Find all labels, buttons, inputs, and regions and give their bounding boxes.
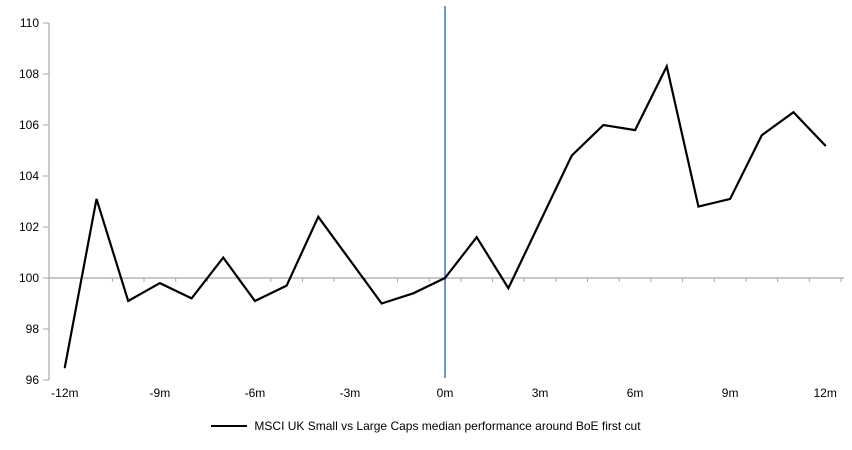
x-tick-label: 3m bbox=[532, 386, 549, 400]
data-line bbox=[63, 63, 827, 369]
y-tick-label: 104 bbox=[19, 169, 39, 183]
x-tick-label: 0m bbox=[437, 386, 454, 400]
legend: MSCI UK Small vs Large Caps median perfo… bbox=[0, 414, 852, 438]
x-tick-label: 9m bbox=[722, 386, 739, 400]
x-tick-label: 12m bbox=[813, 386, 836, 400]
y-tick-label: 102 bbox=[19, 220, 39, 234]
y-tick-label: 110 bbox=[20, 16, 39, 30]
x-tick-label: -6m bbox=[245, 386, 266, 400]
x-tick-label: -9m bbox=[150, 386, 171, 400]
x-tick-label: 6m bbox=[627, 386, 644, 400]
y-tick-label: 98 bbox=[26, 322, 40, 336]
legend-line-swatch bbox=[211, 425, 248, 427]
y-tick-label: 106 bbox=[19, 118, 39, 132]
chart-svg: 110 108 106 104 102 100 98 96 -12m -9m -6m -3m 0m 3m 6… bbox=[19, 6, 844, 400]
legend-label: MSCI UK Small vs Large Caps median perfo… bbox=[254, 419, 641, 433]
y-tick-label: 100 bbox=[19, 271, 39, 285]
y-tick-label: 96 bbox=[26, 373, 40, 387]
x-tick-label: -12m bbox=[51, 386, 78, 400]
y-tick-label: 108 bbox=[19, 67, 39, 81]
x-tick-label: -3m bbox=[340, 386, 361, 400]
